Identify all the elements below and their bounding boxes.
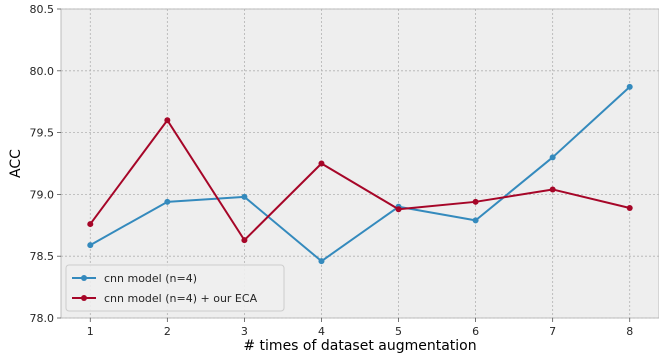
legend-marker-2 <box>81 295 87 301</box>
y-axis-label: ACC <box>8 149 24 178</box>
data-point-series-2 <box>164 117 170 123</box>
legend-label-1: cnn model (n=4) <box>104 272 197 285</box>
y-tick-label: 79.0 <box>30 188 55 201</box>
legend-label-2: cnn model (n=4) + our ECA <box>104 292 258 305</box>
data-point-series-1 <box>241 194 247 200</box>
x-tick-label: 7 <box>549 325 556 338</box>
data-point-series-1 <box>164 199 170 205</box>
y-tick-label: 80.0 <box>30 65 55 78</box>
data-point-series-1 <box>318 258 324 264</box>
data-point-series-2 <box>87 221 93 227</box>
y-tick-label: 78.5 <box>30 250 55 263</box>
data-point-series-2 <box>396 206 402 212</box>
x-axis-ticks: 1 2 3 4 5 6 7 8 <box>87 318 633 338</box>
data-point-series-2 <box>241 237 247 243</box>
data-point-series-2 <box>550 186 556 192</box>
x-tick-label: 2 <box>164 325 171 338</box>
data-point-series-1 <box>473 217 479 223</box>
x-tick-label: 3 <box>241 325 248 338</box>
data-point-series-1 <box>627 84 633 90</box>
data-point-series-1 <box>550 154 556 160</box>
legend: cnn model (n=4) cnn model (n=4) + our ECA <box>66 265 284 311</box>
x-tick-label: 6 <box>472 325 479 338</box>
x-tick-label: 1 <box>87 325 94 338</box>
y-tick-label: 78.0 <box>30 312 55 325</box>
y-axis-ticks: 78.0 78.5 79.0 79.5 80.0 80.5 <box>30 3 62 325</box>
x-tick-label: 4 <box>318 325 325 338</box>
data-point-series-2 <box>473 199 479 205</box>
data-point-series-2 <box>627 205 633 211</box>
data-point-series-2 <box>318 161 324 167</box>
x-tick-label: 8 <box>626 325 633 338</box>
y-tick-label: 80.5 <box>30 3 55 16</box>
x-tick-label: 5 <box>395 325 402 338</box>
data-point-series-1 <box>87 242 93 248</box>
x-axis-label: # times of dataset augmentation <box>243 338 476 354</box>
y-tick-label: 79.5 <box>30 127 55 140</box>
legend-marker-1 <box>81 275 87 281</box>
